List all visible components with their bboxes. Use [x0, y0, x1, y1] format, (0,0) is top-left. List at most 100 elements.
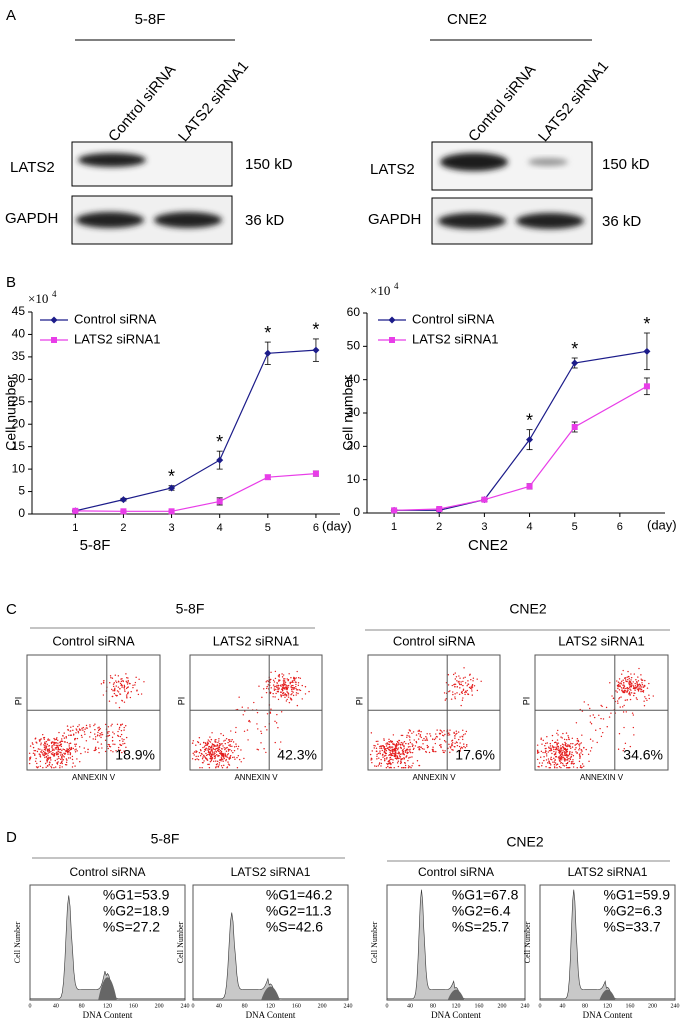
event-dot — [39, 765, 42, 767]
cell-line-title: CNE2 — [447, 11, 487, 28]
event-dot — [223, 757, 225, 760]
size-label: 36 kD — [245, 212, 284, 229]
event-dot — [562, 749, 564, 752]
event-dot — [554, 748, 557, 751]
event-dot — [47, 739, 49, 741]
event-dot — [280, 691, 282, 693]
event-dot — [34, 760, 37, 762]
event-dot — [408, 735, 410, 737]
event-dot — [630, 681, 632, 684]
event-dot — [566, 756, 568, 758]
event-dot — [423, 737, 425, 740]
event-dot — [264, 726, 266, 728]
event-dot — [410, 767, 412, 769]
event-dot — [559, 750, 561, 752]
event-dot — [565, 751, 568, 753]
event-dot — [224, 742, 226, 745]
event-dot — [50, 759, 52, 761]
event-dot — [576, 767, 578, 769]
event-dot — [72, 762, 74, 764]
event-dot — [577, 740, 580, 743]
event-dot — [36, 762, 38, 765]
point — [312, 470, 319, 477]
event-dot — [209, 754, 211, 757]
event-dot — [206, 744, 208, 747]
event-dot — [61, 758, 63, 760]
event-dot — [64, 763, 67, 766]
event-dot — [78, 746, 81, 748]
event-dot — [559, 751, 562, 753]
event-dot — [53, 748, 55, 751]
event-dot — [550, 749, 553, 751]
event-dot — [126, 681, 128, 684]
event-dot — [275, 692, 277, 695]
event-dot — [378, 762, 381, 764]
x-tick-label: 200 — [648, 1003, 657, 1009]
event-dot — [97, 741, 99, 743]
event-dot — [630, 692, 633, 694]
y-tick-label: 40 — [347, 372, 361, 386]
plot-title: Control siRNA — [52, 633, 135, 648]
event-dot — [627, 678, 629, 681]
event-dot — [40, 751, 42, 753]
event-dot — [57, 751, 60, 753]
event-dot — [209, 748, 211, 750]
event-dot — [462, 689, 465, 691]
event-dot — [276, 688, 279, 690]
event-dot — [556, 767, 558, 769]
event-dot — [285, 688, 287, 690]
event-dot — [470, 678, 472, 681]
event-dot — [48, 739, 51, 741]
event-dot — [630, 679, 632, 681]
event-dot — [452, 749, 454, 751]
event-dot — [237, 748, 239, 750]
event-dot — [247, 739, 249, 741]
event-dot — [237, 755, 240, 757]
point — [168, 508, 175, 515]
event-dot — [392, 734, 395, 736]
event-dot — [75, 748, 77, 750]
event-dot — [234, 758, 236, 760]
event-dot — [278, 679, 280, 681]
x-tick-label: 200 — [318, 1003, 327, 1009]
event-dot — [46, 743, 49, 746]
event-dot — [463, 745, 465, 748]
phase-stat: %S=25.7 — [452, 919, 509, 935]
event-dot — [463, 743, 465, 745]
y-tick-label: 40 — [12, 327, 26, 341]
event-dot — [38, 739, 41, 741]
event-dot — [400, 734, 403, 737]
event-dot — [572, 761, 574, 763]
event-dot — [79, 761, 81, 763]
x-tick-label: 0 — [29, 1003, 32, 1009]
event-dot — [624, 677, 626, 679]
band — [440, 153, 508, 171]
series-line — [75, 473, 316, 512]
event-dot — [210, 746, 212, 748]
event-dot — [624, 687, 626, 690]
event-dot — [94, 723, 96, 725]
event-dot — [652, 695, 654, 697]
event-dot — [563, 744, 565, 746]
event-dot — [407, 746, 410, 748]
phase-stat: %G1=46.2 — [266, 887, 333, 903]
event-dot — [406, 734, 408, 737]
event-dot — [554, 767, 556, 769]
event-dot — [229, 744, 231, 746]
event-dot — [59, 754, 62, 756]
event-dot — [125, 680, 127, 683]
event-dot — [59, 748, 61, 751]
event-dot — [575, 743, 577, 745]
event-dot — [43, 736, 46, 739]
event-dot — [451, 740, 453, 742]
event-dot — [572, 742, 574, 745]
event-dot — [648, 697, 650, 700]
plot-title: Control siRNA — [393, 633, 476, 648]
event-dot — [402, 744, 404, 746]
event-dot — [123, 738, 125, 741]
plot-frame — [539, 884, 676, 1001]
event-dot — [642, 686, 645, 688]
event-dot — [61, 755, 63, 757]
x-tick-label: 200 — [155, 1003, 164, 1009]
event-dot — [629, 688, 631, 690]
